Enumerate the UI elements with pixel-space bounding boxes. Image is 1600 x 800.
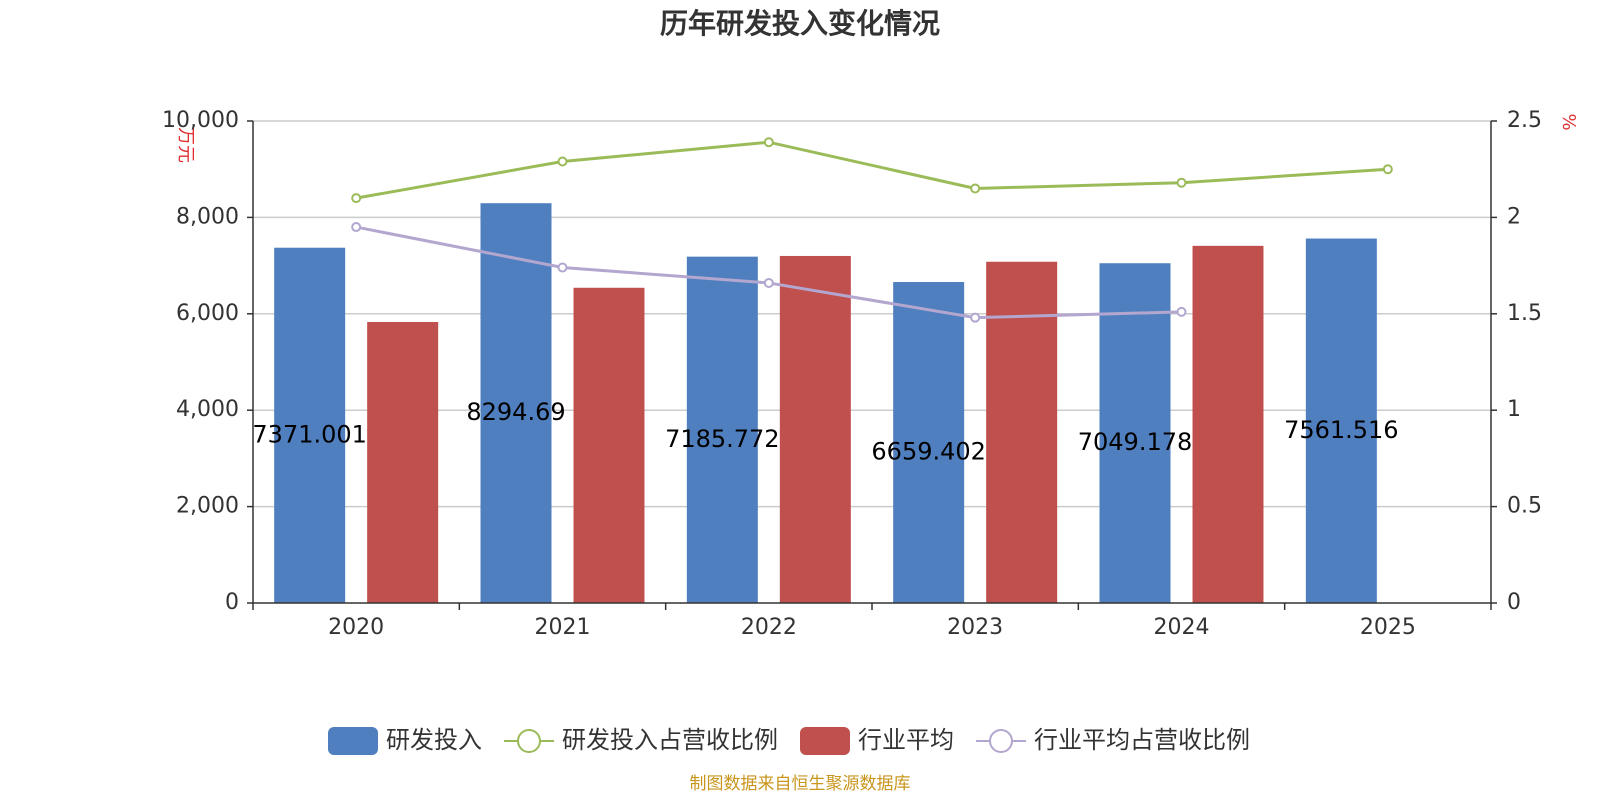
- bar: [480, 203, 552, 604]
- x-tick-label: 2023: [947, 615, 1003, 640]
- bar: [573, 287, 645, 603]
- x-tick-label: 2024: [1154, 615, 1210, 640]
- bar: [1192, 245, 1264, 603]
- legend: 研发投入 研发投入占营收比例 行业平均 行业平均占营收比例: [328, 726, 1250, 755]
- data-labels: 7371.001 8294.69 7185.772 6659.402 7049.178 7…: [252, 398, 1398, 465]
- left-tick-label: 10,000: [162, 108, 239, 133]
- legend-label: 研发投入: [386, 726, 482, 754]
- series-point: [970, 312, 981, 323]
- legend-swatch: [800, 727, 850, 755]
- x-tick-label: 2022: [741, 615, 797, 640]
- bar-data-label: 6659.402: [871, 438, 986, 466]
- right-tick-label: 1: [1507, 397, 1521, 422]
- x-tick-label: 2025: [1360, 615, 1416, 640]
- series-point: [1176, 306, 1187, 317]
- right-tick-label: 0: [1507, 590, 1521, 615]
- chart-title: 历年研发投入变化情况: [660, 7, 940, 40]
- left-tick-label: 4,000: [176, 397, 239, 422]
- right-axis-unit: %: [1558, 113, 1579, 130]
- bar: [986, 261, 1058, 603]
- series-line: [355, 140, 1388, 200]
- right-tick-label: 1.5: [1507, 301, 1542, 326]
- series-point: [351, 193, 362, 204]
- lines: [351, 137, 1393, 323]
- legend-swatch-marker: [989, 729, 1013, 753]
- bar-data-label: 7371.001: [252, 420, 367, 448]
- left-tick-label: 8,000: [176, 204, 239, 229]
- legend-swatch-marker: [517, 729, 541, 753]
- left-tick-label: 6,000: [176, 301, 239, 326]
- bar: [893, 282, 965, 603]
- bar: [367, 321, 439, 603]
- series-line: [355, 225, 1182, 320]
- gridlines: [253, 120, 1491, 508]
- legend-swatch: [328, 727, 378, 755]
- bars: [274, 203, 1377, 604]
- left-axis-unit: 万元: [175, 127, 196, 163]
- series-point: [1176, 177, 1187, 188]
- bar: [1099, 263, 1171, 603]
- series-point: [351, 222, 362, 233]
- bar: [686, 256, 758, 603]
- bar: [779, 255, 851, 603]
- series-point: [763, 137, 774, 148]
- legend-label: 行业平均: [858, 726, 954, 754]
- x-tick-label: 2020: [328, 615, 384, 640]
- right-tick-label: 2: [1507, 204, 1521, 229]
- series-point: [970, 183, 981, 194]
- bar-data-label: 8294.69: [466, 398, 565, 426]
- axes: 0 2,000 4,000 6,000 8,000 10,000 0 0.5 1 1.5 2 2.5 2…: [162, 108, 1542, 640]
- series-point: [1382, 164, 1393, 175]
- left-tick-label: 2,000: [176, 494, 239, 519]
- bar: [274, 247, 346, 603]
- x-tick-label: 2021: [535, 615, 591, 640]
- bar-data-label: 7185.772: [665, 425, 780, 453]
- series-point: [557, 156, 568, 167]
- series-point: [557, 262, 568, 273]
- right-tick-label: 0.5: [1507, 494, 1542, 519]
- right-tick-label: 2.5: [1507, 108, 1542, 133]
- legend-label: 研发投入占营收比例: [562, 726, 778, 754]
- bar-data-label: 7049.178: [1078, 428, 1193, 456]
- source-note: 制图数据来自恒生聚源数据库: [690, 774, 911, 794]
- left-tick-label: 0: [225, 590, 239, 615]
- bar: [1305, 238, 1377, 604]
- series-point: [763, 277, 774, 288]
- bar-data-label: 7561.516: [1284, 416, 1399, 444]
- legend-label: 行业平均占营收比例: [1034, 726, 1250, 754]
